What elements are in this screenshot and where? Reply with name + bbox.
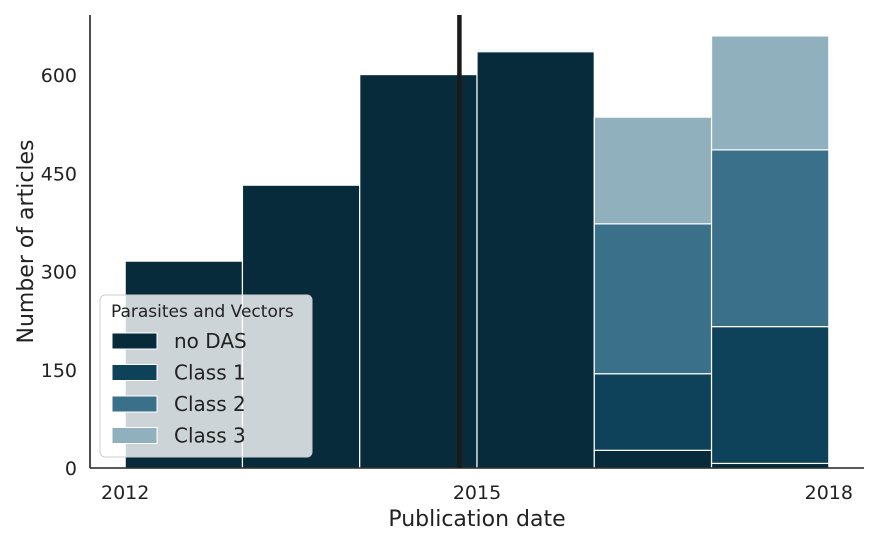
bar-no-das-bin-5 <box>593 449 713 469</box>
legend-label: Class 1 <box>174 361 246 385</box>
legend-swatch <box>111 364 158 381</box>
legend-label: Class 3 <box>174 424 246 448</box>
legend-label: Class 2 <box>174 392 246 416</box>
bar-class-1-bin-6 <box>710 326 830 465</box>
legend-swatch <box>111 427 158 444</box>
x-tick-label: 2015 <box>453 482 501 504</box>
y-tick-label: 600 <box>41 65 77 87</box>
axes-group <box>89 15 864 469</box>
bar-class-2-bin-6 <box>710 149 830 328</box>
bar-class-3-bin-4 <box>476 47 595 50</box>
legend-label: no DAS <box>174 329 247 353</box>
bar-class-3-bin-6 <box>710 35 830 151</box>
bar-class-3-bin-5 <box>593 116 713 225</box>
bar-class-1-bin-5 <box>593 373 713 451</box>
y-axis-label: Number of articles <box>14 139 39 343</box>
legend-swatch <box>111 332 158 350</box>
x-tick-label: 2018 <box>805 482 853 504</box>
legend-items: no DAS Class 1 Class 2 Class 3 <box>111 329 247 448</box>
ticks-group: 0 150 300 450 600 2012 2015 2018 <box>41 65 853 504</box>
y-tick-label: 0 <box>65 458 77 480</box>
y-tick-label: 300 <box>41 262 77 284</box>
legend: Parasites and Vectors no DAS Class 1 Class… <box>99 294 313 458</box>
y-tick-label: 150 <box>41 360 77 382</box>
legend-title: Parasites and Vectors <box>111 302 294 322</box>
bar-class-2-bin-5 <box>593 223 713 375</box>
x-axis-label: Publication date <box>388 507 565 532</box>
bar-no-das-bin-4 <box>476 51 595 469</box>
x-tick-label: 2012 <box>101 482 149 504</box>
legend-swatch <box>111 395 158 413</box>
y-tick-label: 450 <box>41 163 77 185</box>
